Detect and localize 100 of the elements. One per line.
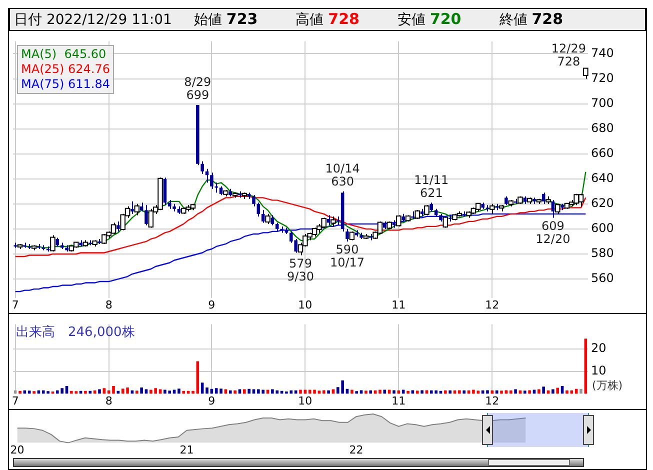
x-tick-label: 9: [208, 394, 216, 408]
y-tick-label: 700: [591, 96, 614, 110]
bar: [206, 388, 208, 394]
candlestick: [200, 160, 204, 174]
x-tick-label: 11: [392, 298, 406, 312]
text: 始値 723: [194, 10, 258, 28]
bar: [514, 389, 517, 394]
bar: [406, 390, 410, 394]
candlestick: [252, 194, 256, 207]
bar: [416, 390, 419, 394]
annotation: 11/11 621: [414, 172, 449, 200]
bar: [350, 390, 354, 394]
candlestick: [542, 192, 546, 204]
annotation: 609 12/20: [536, 218, 570, 246]
bar: [444, 390, 447, 394]
y-tick-label: 10: [591, 363, 606, 378]
y-tick-label: 680: [591, 120, 614, 135]
annotation: 12/29 728: [551, 41, 586, 68]
bar: [84, 390, 87, 394]
bar: [392, 390, 396, 394]
bar: [234, 390, 236, 394]
candlestick: [261, 210, 265, 224]
bar: [556, 388, 560, 394]
bar: [98, 389, 101, 394]
y-tick-label: 720: [591, 70, 614, 85]
y-tick-label: 600: [591, 221, 614, 236]
text: 日付 2022/12/29 11:01: [14, 12, 172, 28]
x-tick-label: 9: [208, 298, 216, 312]
y-tick-label: 660: [591, 146, 614, 160]
x-tick-label: 10: [298, 394, 312, 408]
annotation: 590 10/17: [330, 242, 365, 270]
x-tick-label: 8: [105, 394, 112, 408]
x-tick-label: 21: [180, 443, 194, 456]
bar: [500, 390, 503, 394]
bar: [228, 390, 232, 394]
candlestick: [265, 213, 270, 224]
bar: [509, 390, 512, 394]
bar: [322, 390, 326, 394]
bar: [112, 386, 115, 394]
y-tick-label: 640: [591, 171, 614, 186]
bar: [248, 388, 250, 394]
bar: [528, 390, 531, 394]
candlestick: [144, 204, 148, 226]
x-tick-label: 12: [485, 298, 500, 312]
x-tick-label: 7: [12, 394, 19, 408]
x-tick-label: 20: [10, 443, 24, 456]
y-tick-label: 740: [591, 46, 614, 60]
bar: [178, 388, 180, 394]
bar: [243, 389, 246, 394]
text: MA(25) 624.76: [21, 62, 110, 76]
y-tick-label: 560: [591, 271, 614, 286]
bar: [32, 391, 36, 394]
bar: [364, 390, 368, 394]
bar: [552, 389, 554, 394]
y-tick-label: 580: [591, 246, 614, 260]
candlestick: [490, 203, 495, 214]
candlestick: [50, 234, 56, 252]
bar: [135, 390, 138, 394]
bar: [458, 390, 461, 394]
text: 高値 728: [296, 10, 360, 28]
bar: [327, 390, 330, 394]
text: MA(5) 645.60: [21, 47, 106, 62]
candlestick: [330, 216, 336, 227]
bar: [378, 390, 382, 394]
bar: [448, 390, 452, 394]
y-tick-label: 620: [591, 196, 614, 210]
bar: [538, 389, 540, 394]
candlestick: [270, 214, 274, 226]
bar: [369, 390, 372, 394]
bar: [18, 390, 22, 394]
candlestick: [256, 202, 260, 217]
y-tick-label: 20: [591, 341, 606, 356]
annotation: 579 9/30: [287, 256, 314, 284]
bar: [182, 390, 186, 394]
x-tick-label: 12: [485, 394, 500, 408]
x-tick-label: 11: [392, 394, 406, 408]
bar: [299, 390, 302, 394]
bar: [542, 386, 545, 394]
bar: [383, 390, 386, 394]
bar: [580, 388, 582, 394]
candlestick: [424, 204, 430, 216]
bar: [140, 388, 143, 394]
x-tick-label: 22: [349, 443, 364, 456]
bar: [28, 390, 31, 394]
candlestick: [116, 220, 120, 232]
bar: [523, 390, 526, 394]
candlestick: [583, 68, 588, 80]
annotation: 10/14 630: [325, 162, 360, 189]
candlestick: [551, 200, 555, 218]
bar: [486, 390, 489, 394]
text: 終値 728: [499, 10, 564, 28]
bar: [420, 390, 424, 394]
chart-title: 出来高 246,000株: [16, 324, 135, 340]
bar: [88, 390, 92, 394]
bar: [355, 391, 358, 394]
candlestick: [130, 200, 134, 214]
x-tick-label: 10: [298, 298, 312, 312]
text: 安値 720: [397, 10, 462, 28]
text: MA(75) 611.84: [21, 77, 110, 92]
bar: [192, 390, 194, 394]
